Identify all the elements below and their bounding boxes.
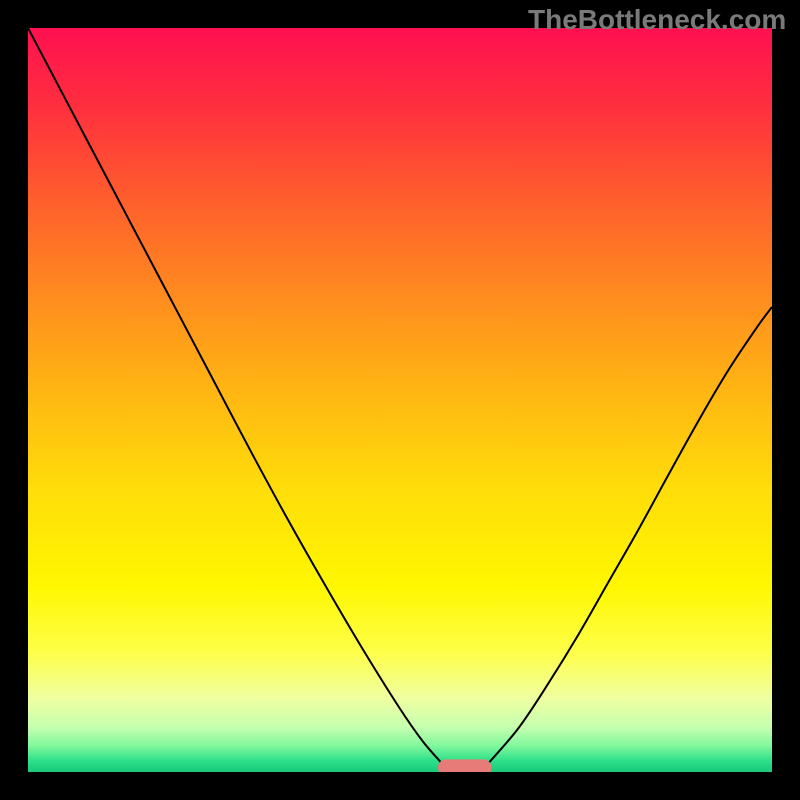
gradient-background — [28, 28, 772, 772]
plot-area — [28, 28, 772, 772]
chart-frame — [28, 28, 772, 772]
vertex-marker — [438, 759, 492, 772]
plot-svg — [28, 28, 772, 772]
watermark-text: TheBottleneck.com — [528, 4, 786, 36]
